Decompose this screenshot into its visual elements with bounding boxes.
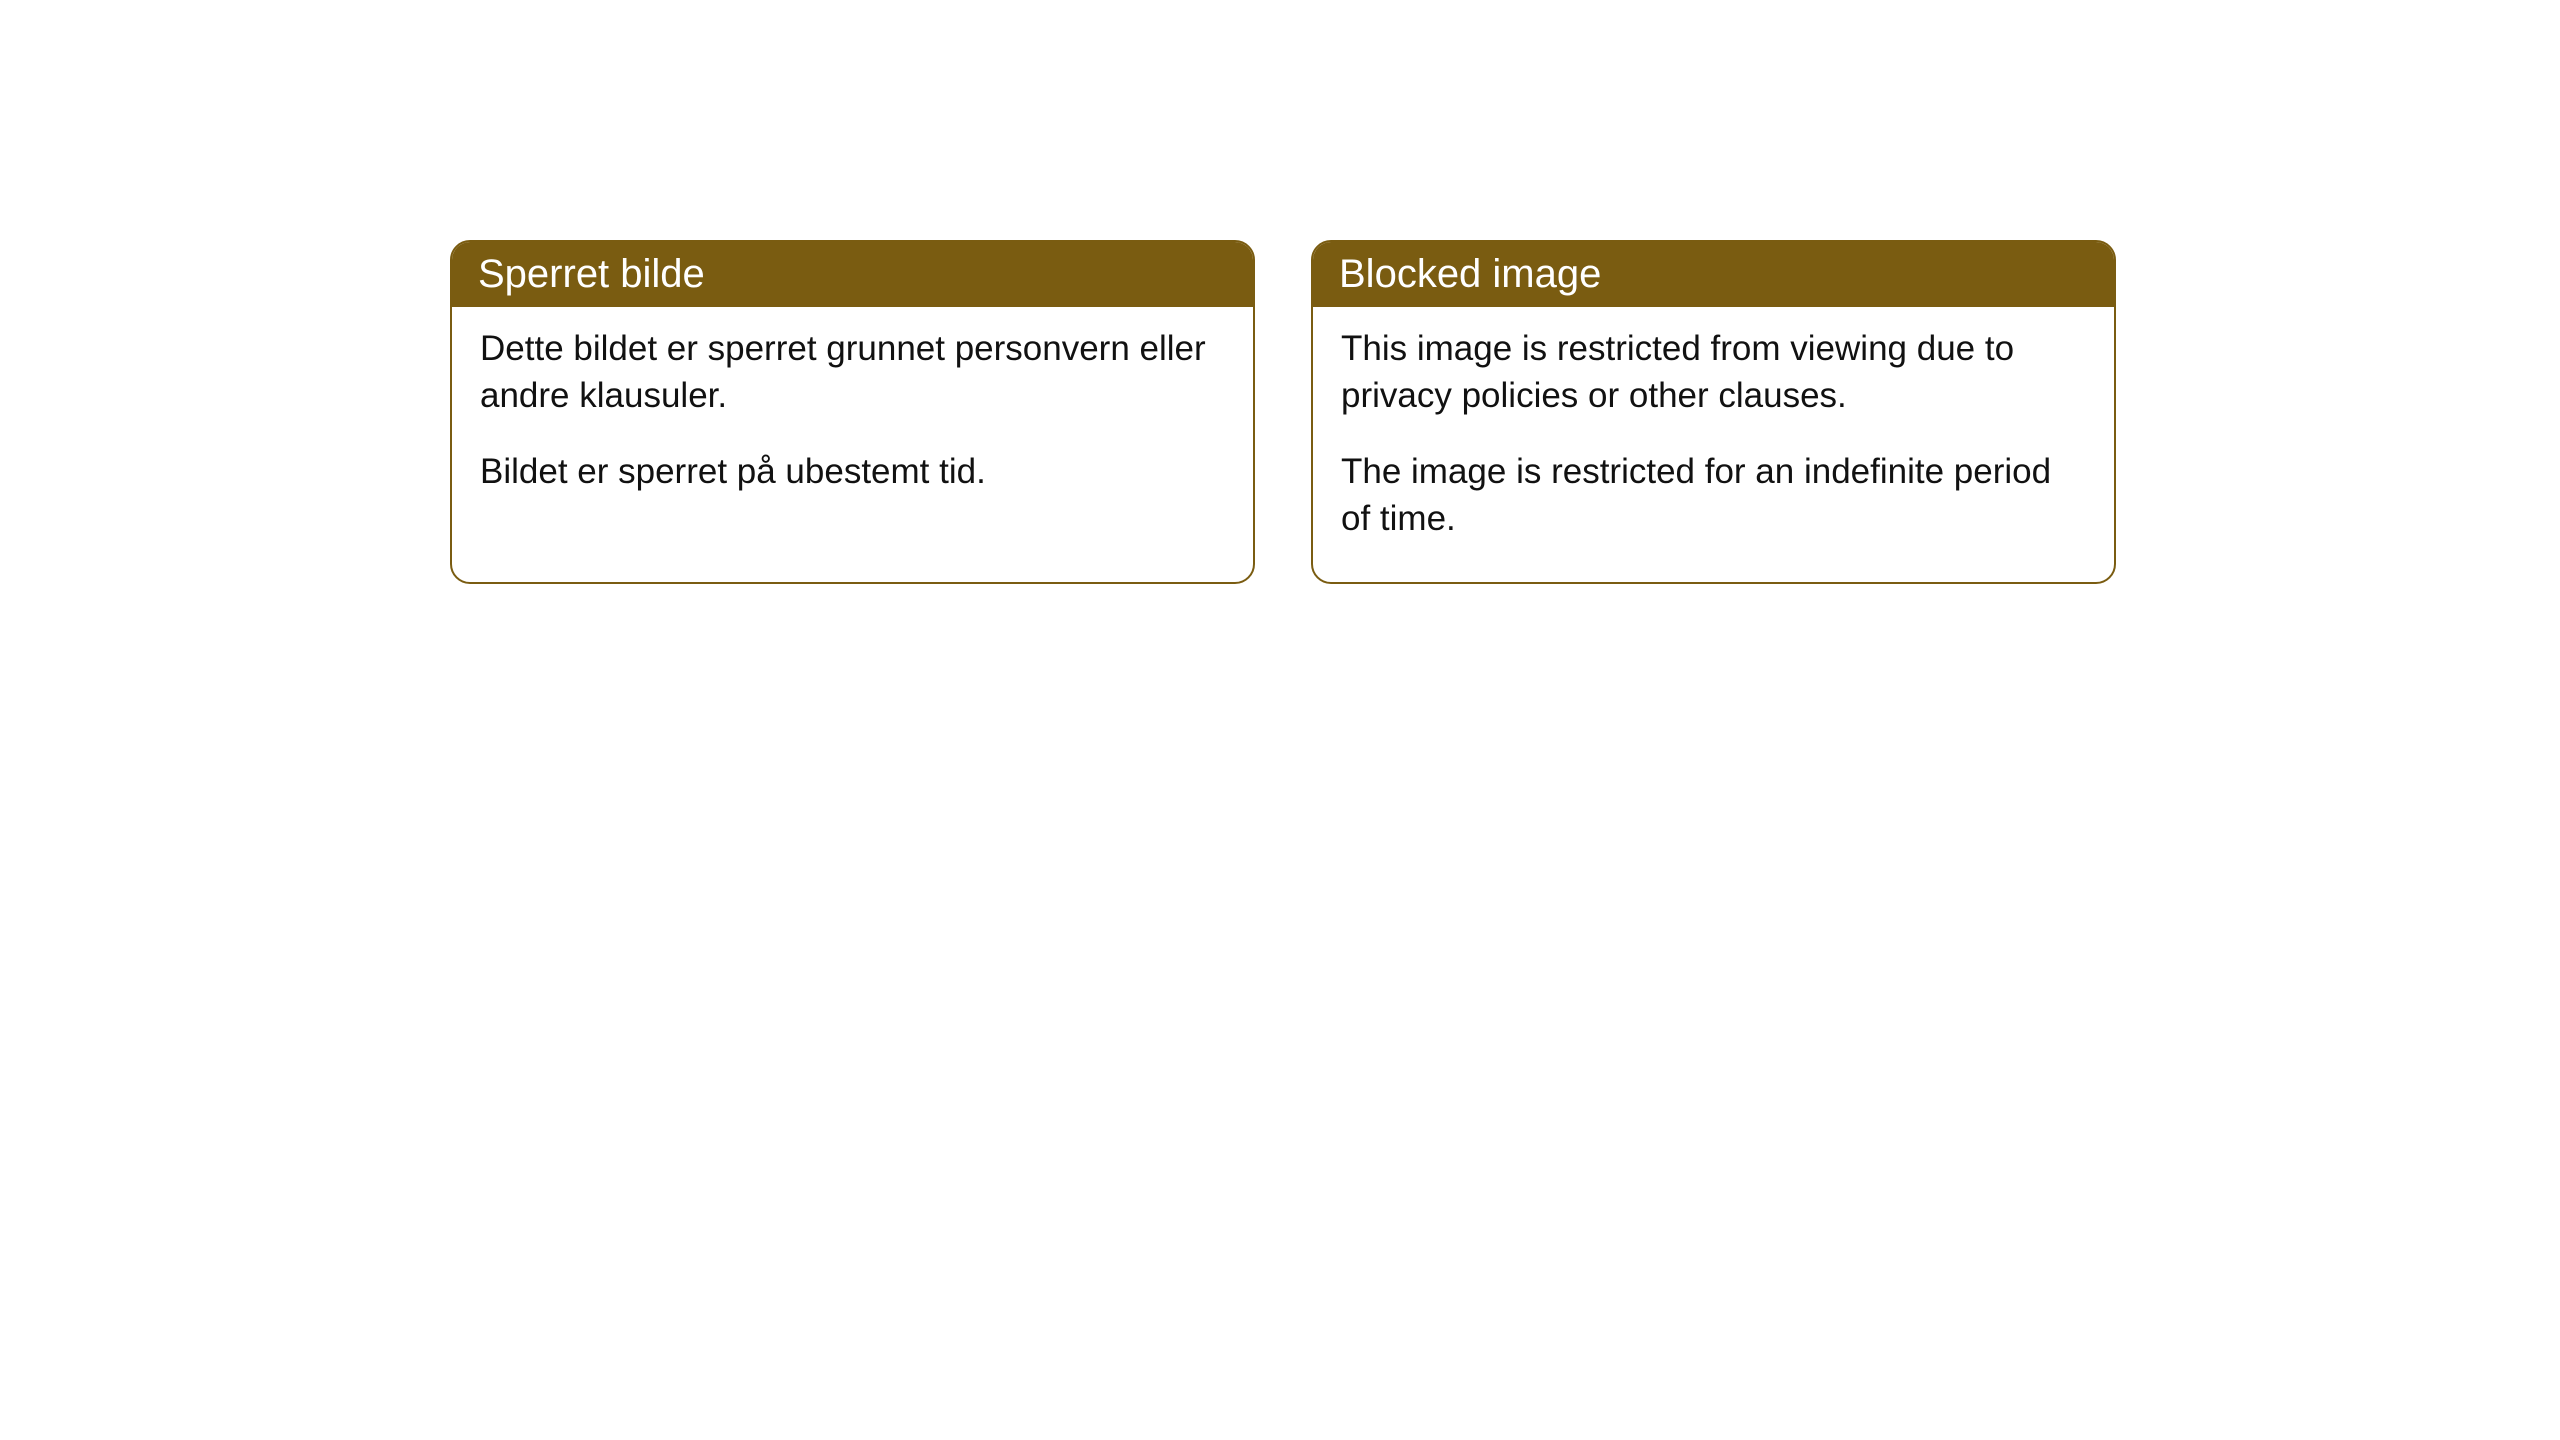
notice-card-english: Blocked image This image is restricted f… [1311, 240, 2116, 584]
notice-container: Sperret bilde Dette bildet er sperret gr… [0, 0, 2560, 584]
card-body-norwegian: Dette bildet er sperret grunnet personve… [452, 307, 1253, 535]
card-body-english: This image is restricted from viewing du… [1313, 307, 2114, 582]
card-header-norwegian: Sperret bilde [452, 242, 1253, 307]
notice-text-norwegian-1: Dette bildet er sperret grunnet personve… [480, 325, 1225, 420]
notice-text-english-2: The image is restricted for an indefinit… [1341, 448, 2086, 543]
notice-text-english-1: This image is restricted from viewing du… [1341, 325, 2086, 420]
notice-text-norwegian-2: Bildet er sperret på ubestemt tid. [480, 448, 1225, 495]
card-header-english: Blocked image [1313, 242, 2114, 307]
notice-card-norwegian: Sperret bilde Dette bildet er sperret gr… [450, 240, 1255, 584]
